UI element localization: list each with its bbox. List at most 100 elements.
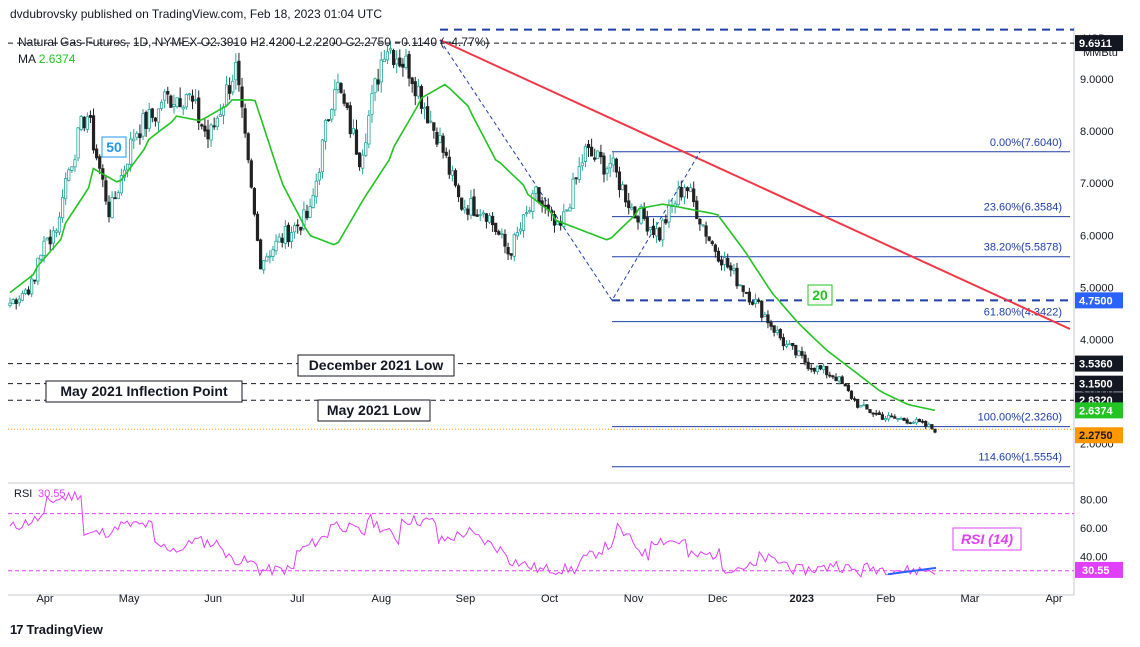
candle-body — [246, 133, 250, 161]
rsi-label: RSI — [14, 488, 32, 500]
candle-body — [435, 131, 439, 145]
candle-body — [398, 57, 402, 67]
candle-body — [432, 122, 436, 131]
candle-body — [178, 98, 182, 108]
candle-body — [933, 428, 937, 433]
candle-body — [914, 418, 919, 424]
candle-body — [874, 412, 878, 415]
candle-body — [317, 171, 321, 181]
tradingview-brand[interactable]: 17 TradingView — [10, 622, 103, 637]
brand-label: TradingView — [26, 622, 103, 637]
candle-body — [602, 155, 606, 175]
candle-body — [611, 157, 615, 166]
candle-body — [719, 259, 724, 266]
candle-body — [110, 197, 114, 219]
annotation-box — [317, 399, 431, 422]
candle-body — [682, 187, 687, 198]
candle-body — [729, 265, 733, 271]
candle-body — [630, 206, 634, 210]
candle-body — [828, 374, 832, 377]
candle-body — [286, 224, 291, 243]
candle-body — [658, 227, 662, 241]
candle-body — [169, 95, 173, 108]
candle-body — [327, 119, 331, 121]
candle-body — [852, 398, 857, 401]
candle-body — [512, 234, 516, 257]
candle-body — [91, 115, 96, 151]
candle-body — [518, 228, 523, 232]
candle-body — [744, 292, 748, 294]
candle-body — [831, 375, 835, 378]
candle-body — [234, 62, 238, 81]
candle-body — [491, 215, 495, 226]
annotation-label: May 2021 Inflection Point — [60, 383, 228, 399]
candle-body — [379, 59, 383, 83]
candle-body — [494, 222, 498, 233]
candle-body — [354, 129, 359, 155]
candle-body — [215, 117, 219, 128]
candle-body — [503, 234, 507, 247]
candle-body — [82, 116, 86, 129]
fib-level-label: 0.00%(7.6040) — [990, 137, 1062, 149]
candle-body — [8, 302, 12, 306]
candle-body — [568, 207, 572, 212]
x-tick-label: Jul — [290, 593, 304, 605]
candle-body — [73, 159, 77, 168]
candle-body — [333, 89, 337, 111]
candle-body — [135, 132, 139, 138]
ma-value: 2.6374 — [38, 52, 76, 66]
x-tick-label: Aug — [372, 593, 392, 605]
candle-body — [255, 213, 260, 241]
sma-price-tag-bg — [1075, 402, 1123, 419]
tradingview-logo-icon: 17 — [10, 622, 24, 637]
candle-body — [370, 93, 374, 115]
candle-body — [20, 293, 24, 301]
candle-body — [79, 116, 83, 131]
candle-body — [509, 253, 513, 256]
x-tick-label: Dec — [708, 593, 728, 605]
candle-body — [654, 228, 659, 237]
candle-body — [150, 108, 154, 118]
candle-body — [599, 151, 603, 158]
candle-body — [917, 418, 922, 423]
candle-body — [395, 58, 399, 65]
candle-body — [738, 284, 742, 287]
candle-body — [487, 215, 492, 223]
candle-body — [404, 55, 408, 68]
candle-body — [320, 139, 325, 173]
candle-body — [886, 414, 891, 420]
rsi-value-tag: 30.55 — [1082, 565, 1110, 577]
candle-body — [200, 124, 204, 127]
candle-body — [98, 156, 102, 169]
candle-body — [271, 249, 275, 257]
candle-body — [605, 168, 609, 174]
candle-body — [710, 241, 714, 244]
rsi-annotation-box — [952, 527, 1022, 551]
candle-body — [800, 351, 804, 356]
candle-body — [797, 350, 801, 357]
annotation-box — [297, 354, 455, 377]
candle-body — [277, 236, 281, 243]
candle-body — [422, 107, 427, 110]
ma-legend: MA 2.6374 — [18, 52, 75, 66]
candle-body — [624, 184, 628, 203]
candle-body — [698, 218, 702, 225]
candle-body — [648, 227, 652, 231]
candle-body — [927, 423, 931, 427]
candle-body — [209, 124, 213, 141]
candle-body — [571, 178, 575, 209]
candle-body — [834, 376, 838, 382]
candle-body — [330, 109, 334, 120]
fib-projection-path — [439, 39, 701, 302]
candle-body — [67, 169, 71, 181]
candle-body — [42, 240, 46, 256]
candle-body — [818, 365, 823, 370]
candle-body — [129, 138, 133, 165]
candle-body — [237, 60, 241, 86]
candle-body — [859, 405, 863, 408]
sma50-label: 50 — [106, 139, 122, 155]
rsi-annotation: RSI (14) — [961, 531, 1013, 547]
candle-body — [39, 254, 43, 260]
candle-body — [426, 106, 430, 124]
